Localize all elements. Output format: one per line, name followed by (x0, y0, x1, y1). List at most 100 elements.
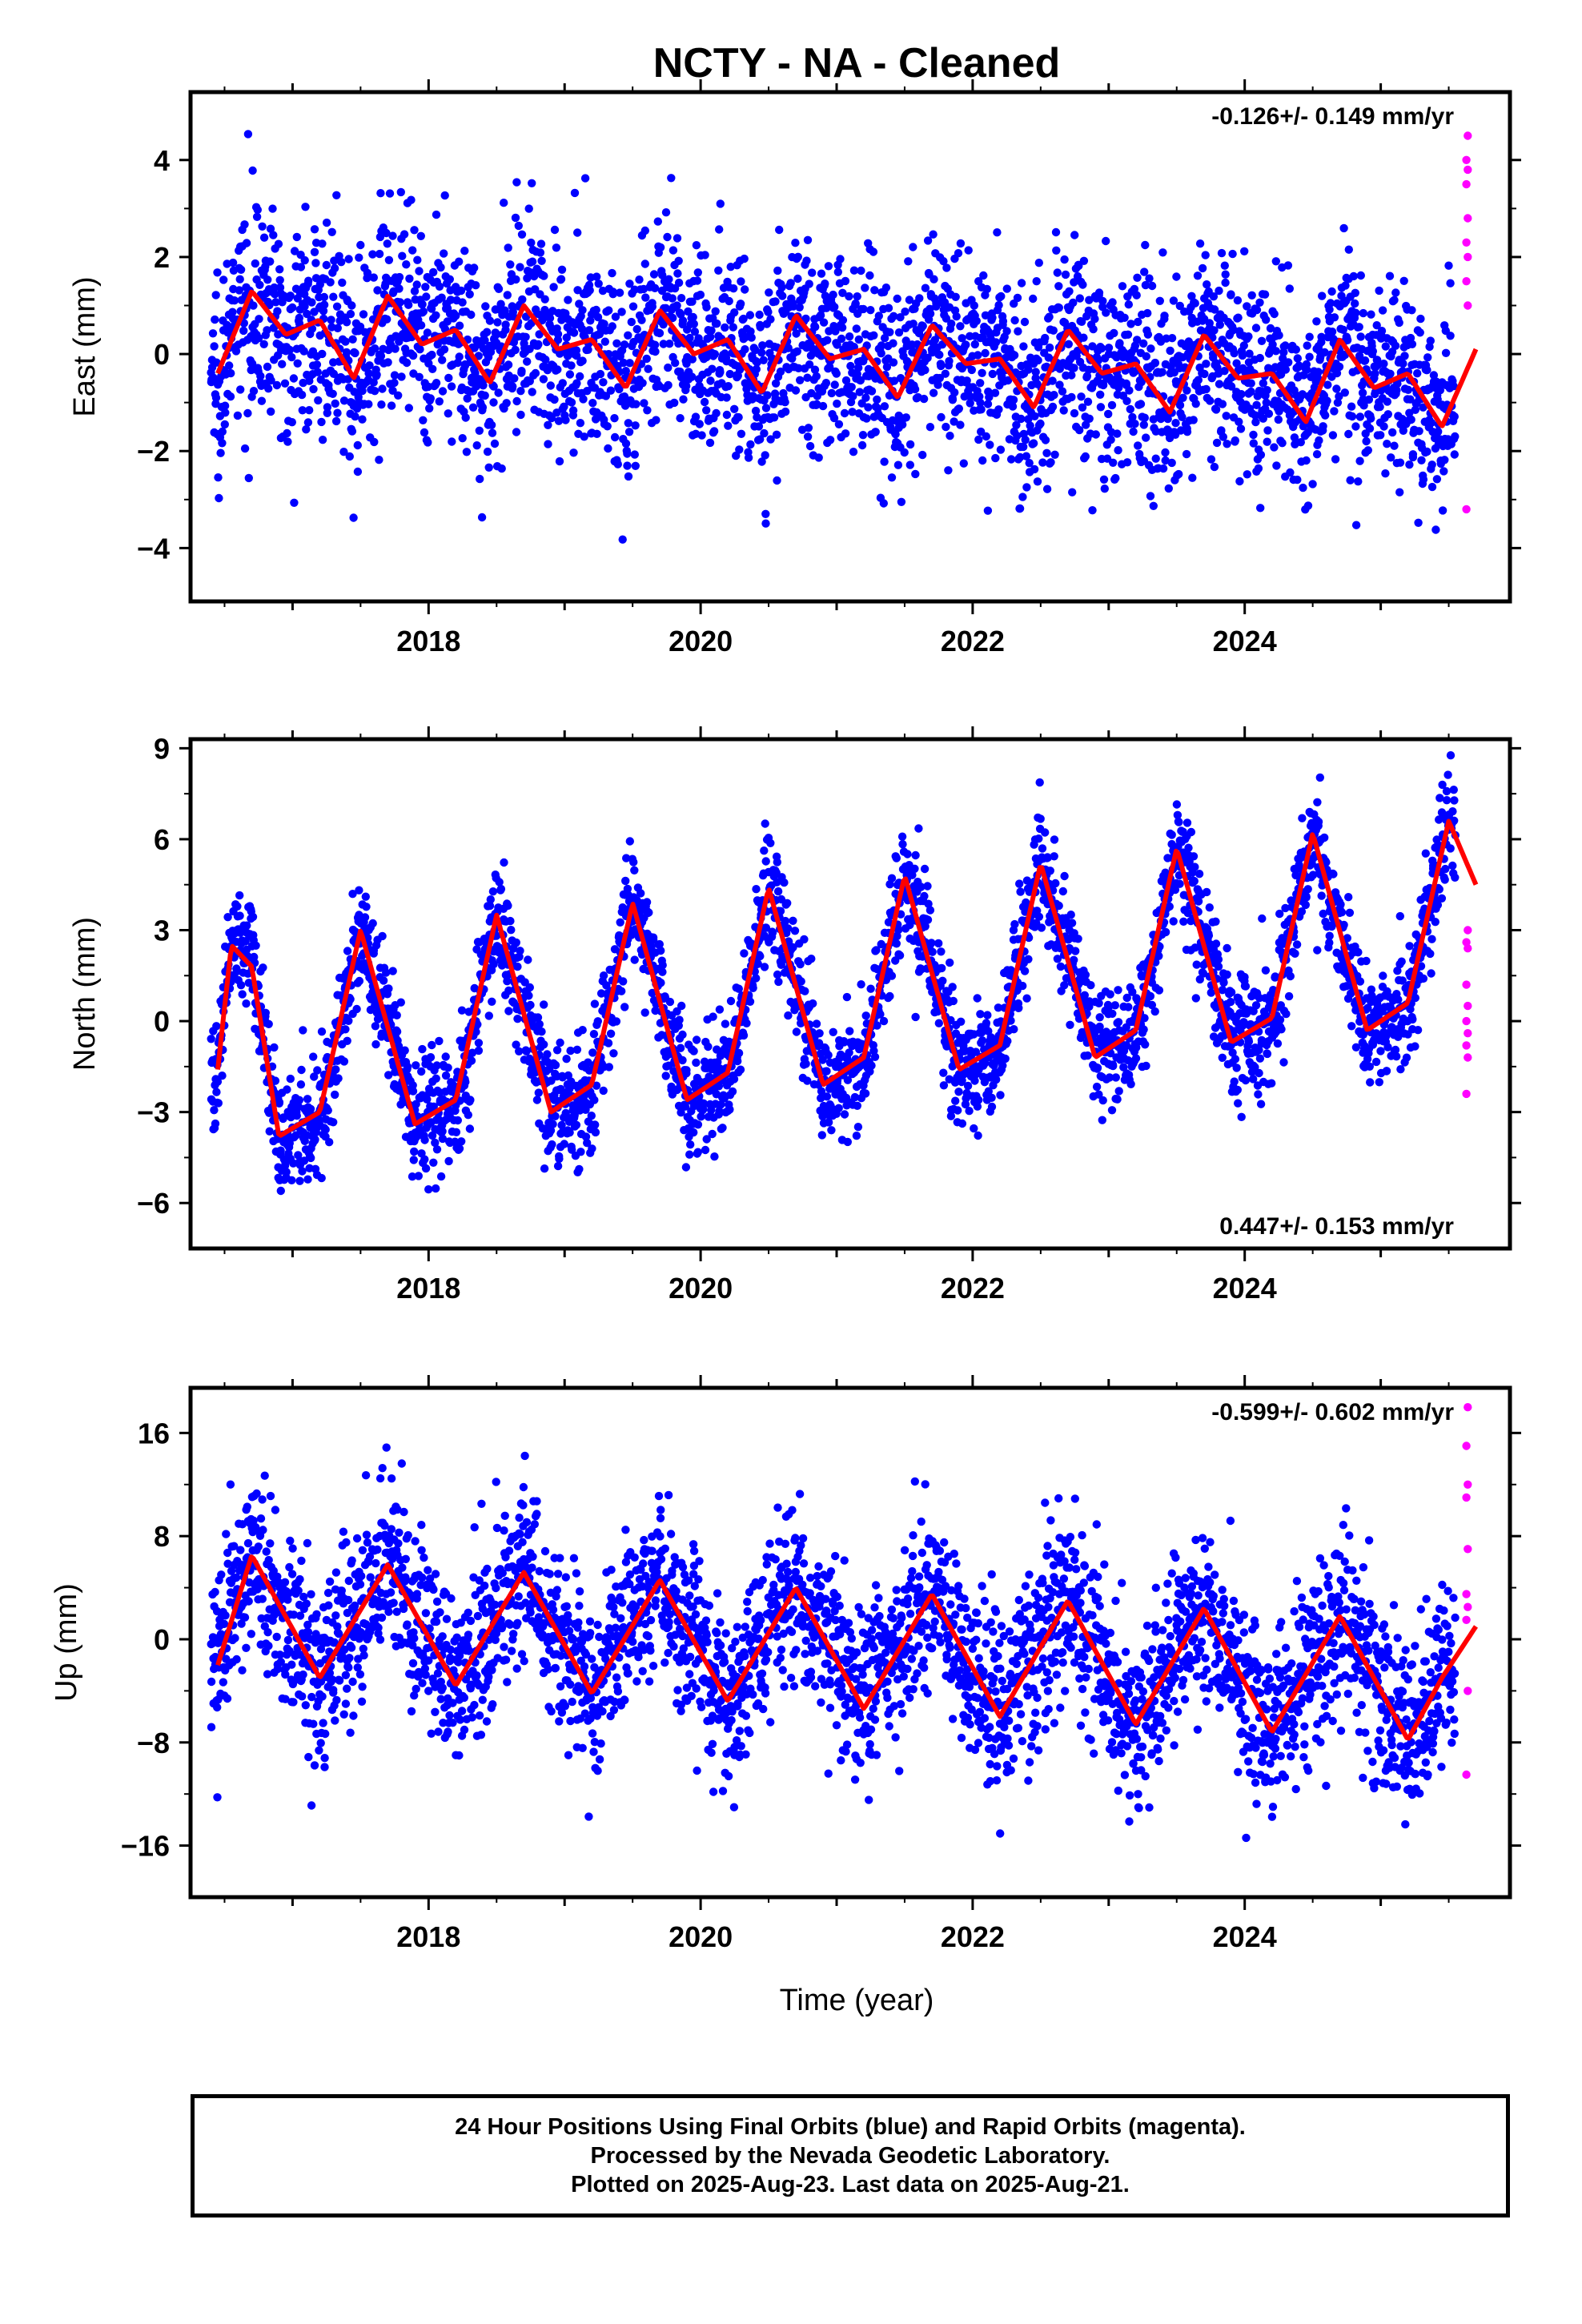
final-point (475, 426, 484, 435)
final-point (539, 375, 548, 384)
final-point (428, 350, 436, 360)
final-point (1260, 290, 1270, 299)
final-point (884, 304, 893, 312)
final-point (477, 513, 487, 522)
rate-annotation: -0.126+/- 0.149 mm/yr (1211, 103, 1454, 130)
final-point (824, 1051, 833, 1059)
final-point (889, 358, 898, 367)
final-point (877, 349, 885, 358)
final-point (937, 361, 946, 371)
final-point (1054, 304, 1064, 312)
final-point (299, 347, 308, 356)
final-point (553, 330, 563, 339)
final-orbit-points (207, 130, 1460, 544)
final-point (1283, 261, 1293, 270)
final-point (784, 344, 793, 352)
final-point (688, 372, 697, 381)
final-point (706, 332, 715, 341)
final-point (421, 283, 430, 292)
final-point (233, 902, 242, 911)
final-point (784, 1011, 793, 1020)
final-point (866, 306, 875, 315)
final-point (1247, 387, 1255, 396)
final-point (323, 1106, 332, 1115)
final-point (415, 267, 424, 275)
final-point (1440, 456, 1449, 464)
final-point (436, 263, 445, 272)
final-point (797, 425, 807, 434)
final-point (555, 1154, 564, 1164)
final-point (821, 379, 831, 388)
final-point (1376, 431, 1385, 440)
final-point (1233, 296, 1243, 305)
final-point (456, 286, 466, 296)
final-point (452, 1128, 461, 1137)
final-point (740, 254, 749, 263)
final-point (230, 296, 239, 305)
final-point (306, 1104, 315, 1114)
final-point (942, 263, 951, 272)
final-point (560, 402, 568, 411)
final-point (239, 326, 248, 336)
final-point (560, 1140, 568, 1148)
final-point (339, 396, 349, 405)
final-point (777, 283, 786, 292)
final-point (467, 1056, 476, 1065)
final-point (1364, 395, 1374, 404)
final-point (303, 309, 311, 319)
final-point (458, 434, 467, 443)
final-point (330, 263, 339, 273)
final-point (856, 376, 865, 385)
final-point (236, 385, 245, 394)
final-point (677, 310, 685, 319)
final-point (1434, 427, 1443, 436)
final-point (444, 409, 452, 418)
final-point (701, 251, 709, 259)
final-point (1122, 379, 1131, 388)
plot-frame (188, 90, 1512, 604)
final-point (408, 246, 417, 255)
final-point (761, 819, 769, 828)
final-point (1129, 427, 1138, 436)
final-point (1315, 436, 1323, 445)
final-point (290, 247, 299, 255)
final-point (1231, 436, 1240, 445)
final-point (793, 347, 801, 356)
final-point (966, 399, 974, 408)
final-point (1272, 461, 1281, 470)
final-point (1360, 356, 1370, 365)
final-point (338, 278, 347, 287)
final-point (689, 320, 698, 328)
final-point (768, 928, 777, 937)
final-point (761, 509, 770, 518)
final-point (983, 400, 993, 408)
final-point (962, 340, 970, 349)
final-point (435, 1036, 444, 1046)
final-point (546, 381, 555, 390)
final-point (213, 1077, 223, 1086)
final-point (537, 256, 546, 265)
final-point (1386, 369, 1395, 378)
final-point (1256, 504, 1265, 513)
final-point (1223, 440, 1231, 448)
final-point (517, 230, 527, 239)
final-point (585, 286, 594, 295)
final-point (846, 361, 855, 371)
final-point (422, 292, 431, 301)
final-point (1094, 288, 1104, 297)
final-point (1075, 425, 1084, 435)
final-point (1235, 417, 1243, 426)
final-point (591, 1120, 600, 1129)
final-point (682, 1069, 691, 1078)
final-point (1215, 320, 1225, 329)
final-point (742, 1019, 751, 1028)
final-point (834, 1104, 843, 1113)
final-point (540, 1000, 548, 1009)
final-point (347, 301, 356, 310)
final-point (339, 1057, 349, 1066)
final-point (1006, 455, 1016, 464)
final-point (1247, 291, 1256, 300)
final-point (1305, 352, 1314, 361)
final-point (862, 414, 871, 423)
final-point (1202, 384, 1211, 394)
